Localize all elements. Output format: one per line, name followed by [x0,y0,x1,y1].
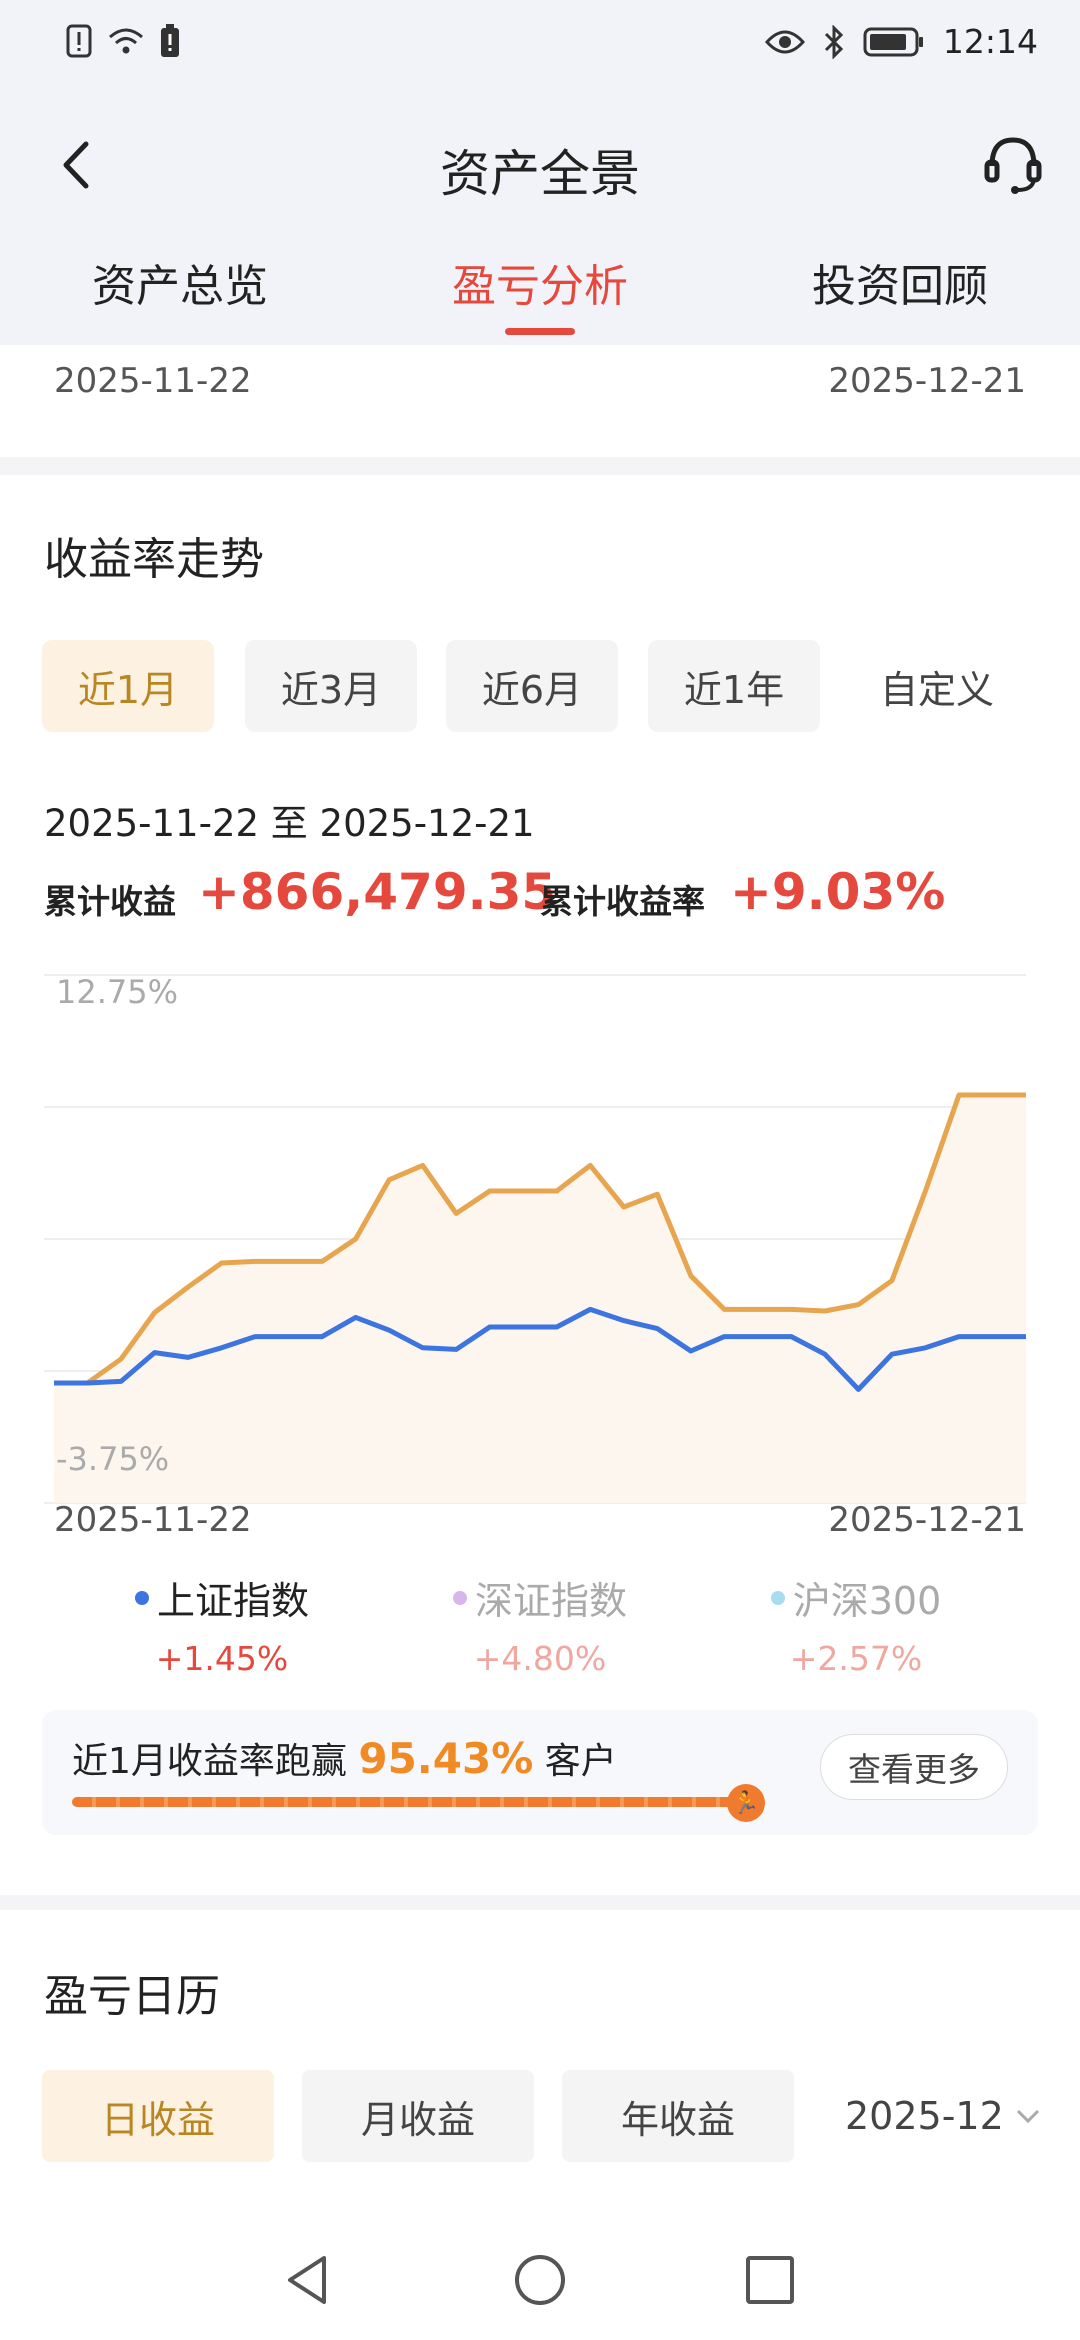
back-button[interactable] [50,130,110,200]
cum-profit-value: +866,479.35 [198,863,557,921]
chevron-left-icon [63,141,89,189]
beat-progress-bar [72,1797,745,1807]
recents-square-icon [746,2256,794,2304]
cum-rate-label: 累计收益率 [540,882,705,921]
status-right-icons: 12:14 [764,22,1038,61]
legend-csi300-pct: +2.57% [789,1639,923,1678]
month-selector[interactable]: 2025-12 [845,2070,1042,2162]
battery-saver-icon [161,24,179,57]
beat-prefix: 近1月收益率跑赢 [72,1741,347,1782]
x-tick-end: 2025-12-21 [828,1500,1026,1540]
status-time: 12:14 [942,22,1038,61]
profit-calendar-card: 盈亏日历 日收益 月收益 年收益 2025-12 [0,1910,1080,2220]
nav-recents-button[interactable] [730,2240,810,2320]
header: 资产全景 资产总览 盈亏分析 投资回顾 [0,90,1080,345]
range-end-date: 2025-12-21 [828,361,1026,401]
range-text: 2025-11-22 至 2025-12-21 [44,802,535,845]
series-line-1 [54,1306,1026,1392]
month-value: 2025-12 [845,2094,1004,2138]
home-circle-icon [515,2255,565,2305]
legend-dot-icon [134,1590,149,1605]
nav-back-button[interactable] [268,2240,348,2320]
trend-title: 收益率走势 [44,534,264,585]
daily-profit-tab[interactable]: 日收益 [42,2070,274,2162]
bluetooth-icon [824,24,844,59]
x-tick-start: 2025-11-22 [54,1500,252,1540]
yearly-profit-tab[interactable]: 年收益 [562,2070,794,2162]
beat-customers-box: 近1月收益率跑赢 95.43% 客户 查看更多 🏃 [42,1710,1038,1835]
tab-investment-review[interactable]: 投资回顾 [812,261,988,312]
chevron-down-icon [1016,2109,1039,2124]
calendar-title: 盈亏日历 [44,1971,220,2022]
view-more-button[interactable]: 查看更多 [820,1734,1008,1800]
monthly-profit-tab[interactable]: 月收益 [302,2070,534,2162]
cum-profit-label: 累计收益 [44,882,176,921]
headset-icon [984,137,1042,194]
runner-icon: 🏃 [727,1784,765,1822]
system-nav-bar [0,2220,1080,2340]
cum-rate-value: +9.03% [730,863,946,921]
series-area-0 [54,1095,1026,1503]
date-range-card: 2025-11-22 2025-12-21 [0,345,1080,457]
legend-dot-icon [770,1590,785,1605]
y-tick-min: -3.75% [56,1440,170,1478]
nav-home-button[interactable] [500,2240,580,2320]
wifi-icon [109,28,143,54]
back-triangle-icon [288,2256,326,2304]
tab-profit-analysis[interactable]: 盈亏分析 [452,261,628,312]
beat-pct: 95.43% [358,1734,534,1783]
alert-icon [66,24,92,58]
legend-dot-icon [452,1590,467,1605]
legend-szse-pct: +4.80% [473,1639,607,1678]
legend-csi300-name: 沪深300 [792,1579,942,1623]
return-trend-card: 收益率走势 近1月 近3月 近6月 近1年 自定义 2025-11-22 至 2… [0,475,1080,1895]
active-tab-underline [505,328,575,335]
legend-szse[interactable]: 深证指数 +4.80% [390,1570,690,1678]
range-custom-button[interactable]: 自定义 [880,667,995,712]
beat-text: 近1月收益率跑赢 95.43% 客户 [72,1732,617,1784]
legend-sse-pct: +1.45% [155,1639,289,1678]
customer-service-button[interactable] [982,132,1044,198]
return-line-chart [44,974,1026,1504]
legend-sse[interactable]: 上证指数 +1.45% [72,1570,372,1678]
legend-szse-name: 深证指数 [474,1579,627,1623]
status-left-icons [66,24,180,58]
y-tick-max: 12.75% [56,973,179,1011]
range-6m-button[interactable]: 近6月 [446,640,618,732]
range-3m-button[interactable]: 近3月 [245,640,417,732]
page-title: 资产全景 [440,145,640,203]
range-1m-button[interactable]: 近1月 [42,640,214,732]
beat-suffix: 客户 [544,1741,617,1782]
range-start-date: 2025-11-22 [54,361,252,401]
series-line-0 [54,1092,1026,1386]
range-1y-button[interactable]: 近1年 [648,640,820,732]
status-bar: 12:14 [0,0,1080,90]
tab-bar: 资产总览 盈亏分析 投资回顾 [0,250,1080,345]
eye-icon [764,30,805,53]
legend-sse-name: 上证指数 [156,1579,309,1623]
legend-csi300[interactable]: 沪深300 +2.57% [706,1570,1006,1678]
tab-asset-overview[interactable]: 资产总览 [92,261,268,312]
battery-icon [863,27,923,56]
